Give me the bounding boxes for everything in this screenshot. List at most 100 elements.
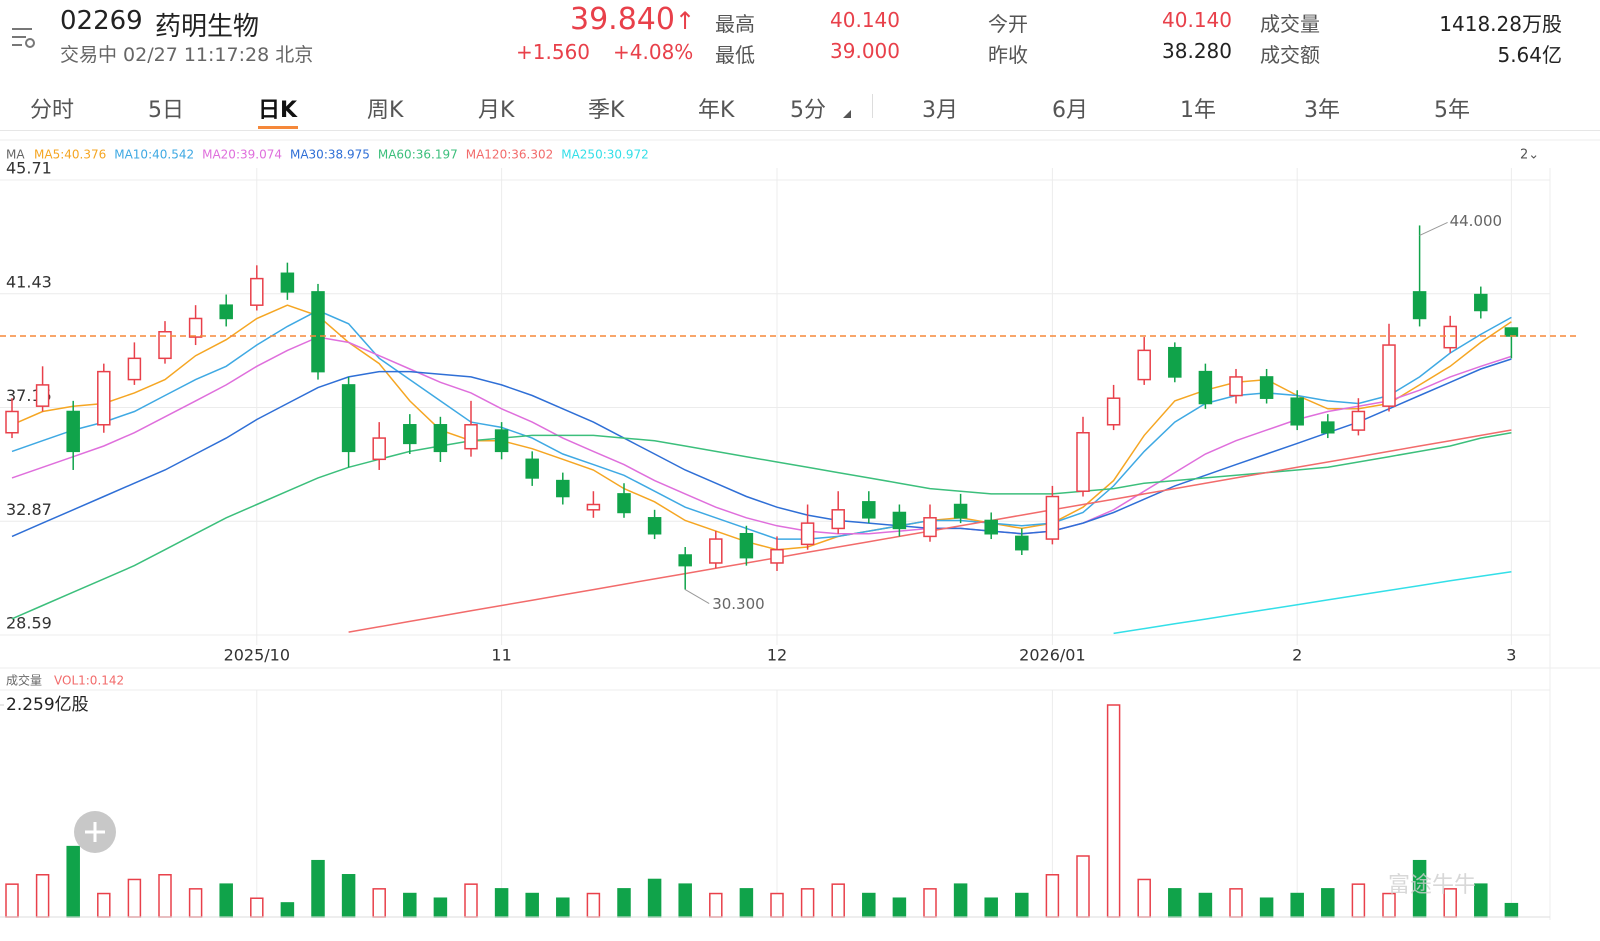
volume-bar bbox=[1106, 704, 1121, 918]
tab[interactable]: 年K bbox=[698, 98, 735, 123]
volume-bar bbox=[97, 892, 111, 918]
volume-bar bbox=[556, 897, 570, 918]
volume-bar bbox=[341, 874, 356, 918]
volume-bar bbox=[647, 878, 662, 918]
tab[interactable]: 3月 bbox=[922, 98, 958, 123]
volume-title: 成交量 bbox=[6, 673, 42, 688]
candle-body bbox=[647, 517, 662, 535]
volume-bar bbox=[372, 888, 386, 918]
change: +1.560 bbox=[516, 40, 591, 64]
volume-bar bbox=[953, 883, 968, 918]
volume-bar bbox=[1137, 878, 1151, 918]
legend-item: MA60:36.197 bbox=[378, 148, 458, 162]
stat-label: 成交额 bbox=[1260, 43, 1320, 67]
tab[interactable]: 5年 bbox=[1434, 98, 1470, 123]
tab-bar: 分时 5日 日K 周K 月K 季K 年K 5分 3月 6月 1年 3年 5年 bbox=[0, 84, 1600, 131]
candle-body bbox=[586, 503, 601, 511]
tab[interactable]: 6月 bbox=[1052, 98, 1088, 123]
price: 39.840↑ bbox=[570, 2, 695, 37]
x-tick-label: 12 bbox=[767, 646, 787, 665]
period-control[interactable]: 2⌄ bbox=[1520, 148, 1539, 163]
candle-body bbox=[1351, 410, 1366, 431]
legend-item: MA20:39.074 bbox=[202, 148, 282, 162]
volume-bar bbox=[5, 883, 19, 918]
y-tick-label: 41.43 bbox=[6, 272, 52, 291]
tab[interactable]: 5日 bbox=[148, 98, 184, 123]
tab[interactable]: 月K bbox=[478, 98, 515, 123]
volume-bar bbox=[862, 892, 876, 918]
candle-body bbox=[800, 522, 815, 546]
candle-body bbox=[433, 424, 448, 453]
volume-bar bbox=[831, 883, 845, 918]
tab[interactable]: 1年 bbox=[1180, 98, 1216, 123]
candle-body bbox=[127, 357, 142, 381]
volume-bar bbox=[66, 845, 80, 918]
volume-indicator: VOL1:0.142 bbox=[54, 674, 124, 688]
candle-body bbox=[1168, 346, 1182, 378]
volume-bar bbox=[464, 883, 478, 918]
legend-item: MA120:36.302 bbox=[466, 148, 554, 162]
volume-bar bbox=[984, 897, 998, 918]
volume-bar bbox=[586, 892, 601, 918]
tab[interactable]: 5分 bbox=[790, 98, 826, 123]
candle-body bbox=[403, 424, 417, 445]
tab[interactable]: 分时 bbox=[30, 98, 75, 123]
stat-label: 成交量 bbox=[1260, 12, 1320, 36]
candle-body bbox=[1290, 397, 1304, 426]
stat-value: 5.64亿 bbox=[1497, 43, 1562, 67]
tab[interactable]: 周K bbox=[367, 98, 404, 123]
menu-icon[interactable] bbox=[10, 26, 40, 52]
volume-bar bbox=[1504, 902, 1519, 918]
volume-bar bbox=[709, 892, 723, 918]
volume-bar bbox=[250, 897, 264, 918]
volume-bar bbox=[188, 888, 203, 918]
candle-body bbox=[862, 501, 876, 519]
stock-name: 药明生物 bbox=[155, 12, 260, 42]
tab[interactable]: 3年 bbox=[1304, 98, 1340, 123]
stat-label: 昨收 bbox=[988, 43, 1028, 67]
tab[interactable]: 季K bbox=[588, 98, 625, 123]
legend-item: MA5:40.376 bbox=[34, 148, 106, 162]
candle-body bbox=[984, 519, 998, 535]
y-tick-label: 32.87 bbox=[6, 500, 52, 519]
stat-value: 40.140 bbox=[1162, 8, 1232, 32]
stat-label: 最低 bbox=[715, 43, 755, 67]
candle-body bbox=[1474, 293, 1488, 312]
x-tick-label: 11 bbox=[491, 646, 511, 665]
candle-body bbox=[35, 384, 50, 407]
volume-bar bbox=[1290, 892, 1304, 918]
stat-label: 最高 bbox=[715, 12, 755, 36]
legend-item: MA30:38.975 bbox=[290, 148, 370, 162]
volume-bar bbox=[280, 902, 295, 918]
trade-status: 交易中 02/27 11:17:28 北京 bbox=[60, 44, 314, 66]
volume-bar bbox=[403, 892, 417, 918]
legend-title: MA bbox=[6, 148, 25, 162]
volume-bar bbox=[800, 888, 815, 918]
x-tick-label: 2 bbox=[1292, 646, 1302, 665]
change-pct: +4.08% bbox=[613, 40, 694, 64]
candle-body bbox=[1229, 376, 1243, 397]
volume-bar bbox=[127, 878, 142, 918]
candle-body bbox=[1137, 349, 1151, 381]
candle-body bbox=[923, 517, 937, 538]
candle-body bbox=[1412, 291, 1427, 320]
annotation-leader bbox=[1419, 221, 1448, 236]
candle-body bbox=[494, 429, 509, 453]
volume-bar bbox=[311, 859, 325, 918]
tab[interactable]: 日K bbox=[258, 98, 298, 123]
volume-bar bbox=[1229, 888, 1243, 918]
add-indicator-button[interactable] bbox=[74, 811, 116, 853]
y-tick-label: 45.71 bbox=[6, 159, 52, 178]
low-label: 30.300 bbox=[712, 595, 765, 613]
candle-body bbox=[1321, 421, 1335, 434]
x-tick-label: 2025/10 bbox=[224, 646, 290, 665]
candle-body bbox=[219, 304, 233, 320]
volume-bar bbox=[494, 888, 509, 918]
volume-bar bbox=[158, 874, 172, 918]
candle-body bbox=[1443, 325, 1457, 349]
x-tick-label: 3 bbox=[1506, 646, 1516, 665]
candle-body bbox=[97, 370, 111, 426]
candle-body bbox=[1106, 397, 1121, 426]
